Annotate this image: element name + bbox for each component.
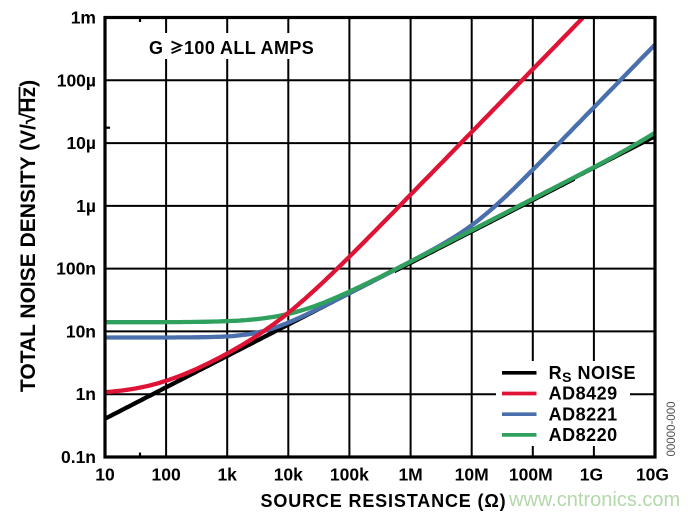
svg-text:1m: 1m: [71, 8, 96, 28]
svg-text:10µ: 10µ: [66, 133, 96, 153]
svg-text:G: G: [149, 38, 163, 58]
svg-text:AD8221: AD8221: [549, 404, 618, 424]
svg-text:10G: 10G: [636, 465, 669, 485]
svg-text:10M: 10M: [455, 465, 489, 485]
svg-text:SOURCE RESISTANCE (Ω): SOURCE RESISTANCE (Ω): [261, 491, 507, 511]
svg-text:10: 10: [95, 465, 115, 485]
svg-text:100: 100: [151, 465, 180, 485]
svg-text:1G: 1G: [580, 465, 603, 485]
svg-text:10k: 10k: [274, 465, 303, 485]
svg-text:www.cntronics.com: www.cntronics.com: [508, 489, 680, 511]
svg-text:1k: 1k: [217, 465, 237, 485]
svg-text:1n: 1n: [76, 384, 96, 404]
svg-text:RS NOISE: RS NOISE: [549, 363, 636, 385]
svg-text:100n: 100n: [56, 259, 96, 279]
svg-text:100µ: 100µ: [57, 70, 96, 90]
svg-text:10n: 10n: [66, 321, 96, 341]
svg-text:AD8220: AD8220: [549, 425, 618, 445]
svg-text:1µ: 1µ: [76, 196, 96, 216]
svg-text:00000-000: 00000-000: [666, 402, 678, 457]
svg-text:0.1n: 0.1n: [61, 447, 96, 467]
svg-text:100M: 100M: [509, 465, 553, 485]
svg-text:1M: 1M: [398, 465, 422, 485]
svg-text:AD8429: AD8429: [549, 384, 618, 404]
svg-text:100k: 100k: [330, 465, 369, 485]
svg-text:TOTAL NOISE DENSITY (V/√Hz): TOTAL NOISE DENSITY (V/√Hz): [17, 80, 40, 392]
svg-text:100 ALL AMPS: 100 ALL AMPS: [184, 38, 314, 58]
